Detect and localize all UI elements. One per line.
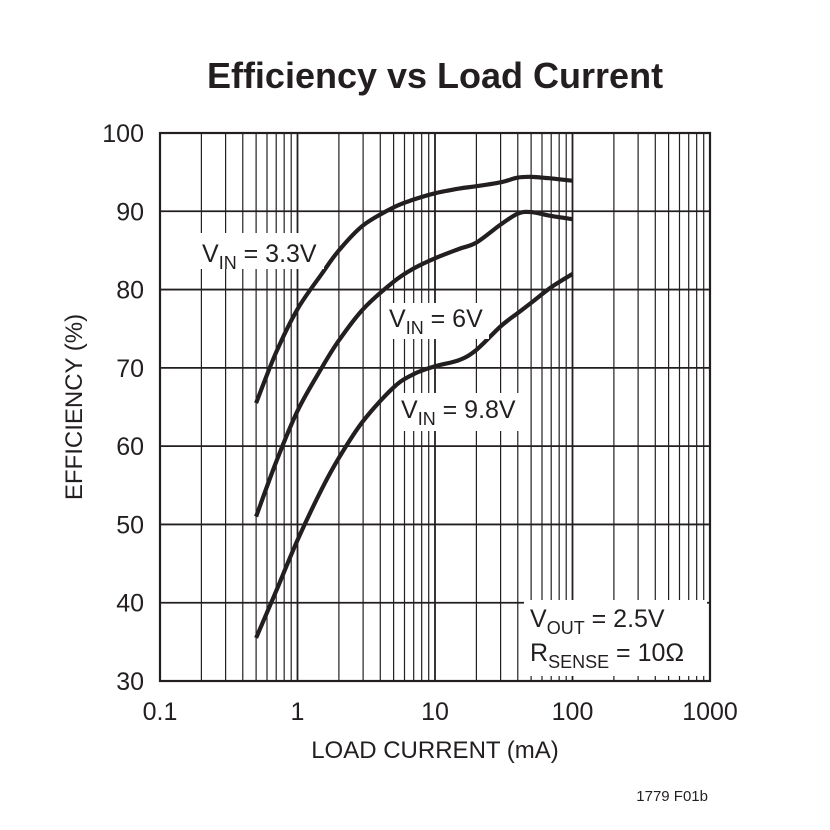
x-tick-labels: 0.1 1 10 100 1000	[143, 698, 738, 726]
condition-rsense-main: R	[530, 639, 548, 667]
x-tick-label: 100	[552, 698, 594, 726]
series-label-vin-9v8-main: V	[401, 396, 418, 424]
condition-vout-main: V	[530, 605, 547, 633]
y-tick-label: 90	[116, 198, 144, 226]
series-label-vin-3v3: VIN = 3.3V	[202, 240, 317, 273]
condition-vout: VOUT = 2.5V	[530, 605, 665, 638]
x-axis-label: LOAD CURRENT (mA)	[311, 737, 559, 764]
y-tick-label: 70	[116, 355, 144, 383]
y-tick-label: 60	[116, 433, 144, 461]
series-label-vin-6v-main: V	[389, 305, 406, 333]
condition-rsense: RSENSE = 10Ω	[530, 639, 684, 672]
x-tick-label: 0.1	[143, 698, 178, 726]
condition-vout-rest: = 2.5V	[585, 605, 665, 633]
series-label-vin-9v8-sub: IN	[418, 409, 436, 429]
y-axis-label: EFFICIENCY (%)	[61, 314, 88, 500]
label-bg-vin-3v3	[198, 233, 324, 269]
series-label-vin-6v-sub: IN	[406, 318, 424, 338]
series-label-vin-6v-rest: = 6V	[424, 305, 483, 333]
y-tick-label: 100	[102, 120, 144, 148]
figure-note: 1779 F01b	[636, 788, 708, 805]
conditions-bg	[524, 600, 707, 676]
condition-vout-sub: OUT	[547, 618, 585, 638]
condition-rsense-sub: SENSE	[548, 652, 609, 672]
series-line-vin-9v8	[254, 272, 574, 639]
series-line-vin-3v3	[254, 174, 573, 404]
y-tick-label: 30	[116, 668, 144, 696]
series-label-vin-3v3-rest: = 3.3V	[237, 240, 317, 268]
chart-title: Efficiency vs Load Current	[207, 55, 663, 96]
y-tick-label: 80	[116, 277, 144, 305]
series-label-vin-9v8: VIN = 9.8V	[401, 396, 516, 429]
x-tick-label: 1	[291, 698, 305, 726]
x-tick-label: 1000	[682, 698, 738, 726]
label-bg-vin-9v8	[397, 393, 527, 431]
plot-frame	[158, 131, 712, 683]
series-label-vin-3v3-main: V	[202, 240, 219, 268]
x-tick-label: 10	[421, 698, 449, 726]
series-label-vin-6v: VIN = 6V	[389, 305, 483, 338]
series-layer	[254, 174, 574, 639]
label-bg-vin-6v	[385, 303, 489, 339]
y-tick-labels: 30 40 50 60 70 80 90 100	[102, 120, 144, 696]
series-line-vin-6v	[254, 209, 573, 518]
y-tick-label: 40	[116, 590, 144, 618]
series-label-vin-9v8-rest: = 9.8V	[436, 396, 516, 424]
condition-rsense-rest: = 10Ω	[609, 639, 684, 667]
y-tick-label: 50	[116, 511, 144, 539]
series-label-vin-3v3-sub: IN	[219, 253, 237, 273]
